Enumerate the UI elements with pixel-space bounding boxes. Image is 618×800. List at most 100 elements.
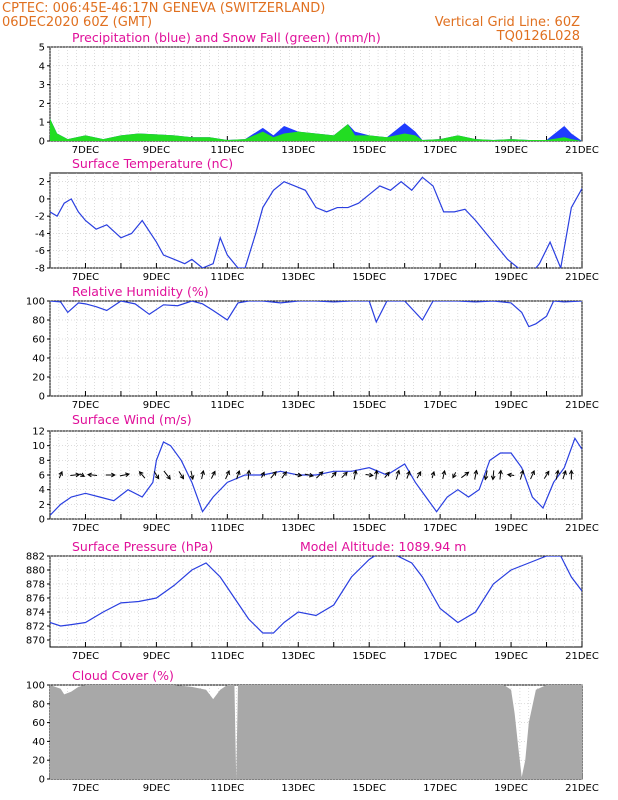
wind-vector-head bbox=[211, 470, 216, 476]
precip-ytick-label: 0 bbox=[39, 137, 45, 148]
humidity-xtick-label: 15DEC bbox=[352, 400, 386, 411]
wind-vector bbox=[270, 471, 277, 479]
wind-vector bbox=[190, 470, 194, 480]
temperature-ytick-label: -6 bbox=[35, 246, 45, 257]
wind-vector bbox=[406, 471, 411, 479]
wind-vector bbox=[88, 474, 98, 476]
wind-vector-head bbox=[368, 472, 374, 478]
wind-xtick-label: 9DEC bbox=[143, 523, 170, 534]
cloud-xtick-label: 7DEC bbox=[72, 783, 99, 794]
wind-vector-head bbox=[260, 471, 265, 477]
wind-vector-head bbox=[464, 471, 470, 477]
wind-vector-head bbox=[519, 469, 525, 475]
pressure-xtick-label: 21DEC bbox=[565, 651, 599, 662]
header-station: CPTEC: 006:45E-46:17N GENEVA (SWITZERLAN… bbox=[2, 1, 325, 16]
wind-vector-head bbox=[506, 472, 512, 478]
wind-vector-head bbox=[332, 471, 337, 477]
wind-ytick-label: 4 bbox=[39, 485, 45, 496]
wind-vector-head bbox=[562, 469, 567, 475]
humidity-xtick-label: 13DEC bbox=[281, 400, 315, 411]
wind-vector bbox=[492, 470, 495, 480]
wind-vector-head bbox=[58, 470, 63, 476]
wind-vector bbox=[416, 471, 422, 479]
wind-vector-head bbox=[483, 475, 489, 481]
pressure-xtick-label: 15DEC bbox=[352, 651, 386, 662]
pressure-ytick-label: 872 bbox=[26, 622, 45, 633]
wind-vector-head bbox=[498, 469, 503, 475]
temperature-ytick-label: 2 bbox=[39, 177, 45, 188]
pressure-xtick-label: 7DEC bbox=[72, 651, 99, 662]
wind-vector bbox=[353, 470, 357, 480]
temperature-ytick-label: 0 bbox=[39, 194, 45, 205]
wind-vector bbox=[70, 474, 80, 476]
wind-ytick-label: 12 bbox=[32, 427, 45, 438]
precip-xtick-label: 21DEC bbox=[565, 145, 599, 156]
precip-ytick-label: 2 bbox=[39, 99, 45, 110]
pressure-annotation: Model Altitude: 1089.94 m bbox=[300, 539, 466, 554]
cloud-ytick-label: 80 bbox=[32, 699, 45, 710]
wind-vector bbox=[304, 473, 314, 477]
wind-vector bbox=[474, 470, 477, 480]
wind-vector bbox=[562, 470, 567, 480]
wind-vector bbox=[499, 470, 502, 480]
wind-vector-head bbox=[530, 469, 535, 475]
cloud-xtick-label: 13DEC bbox=[281, 783, 315, 794]
wind-vector bbox=[375, 470, 378, 480]
wind-title: Surface Wind (m/s) bbox=[72, 412, 192, 427]
humidity-xtick-label: 21DEC bbox=[565, 400, 599, 411]
wind-vector-head bbox=[246, 469, 252, 475]
precip-ytick-label: 1 bbox=[39, 118, 45, 129]
temperature-ytick-label: -2 bbox=[35, 212, 45, 223]
wind-vector-head bbox=[166, 475, 171, 480]
cloud-ytick-label: 40 bbox=[32, 737, 45, 748]
humidity-ytick-label: 0 bbox=[39, 392, 45, 403]
wind-vector-head bbox=[374, 469, 379, 475]
wind-vector-head bbox=[545, 470, 550, 476]
wind-vector-head bbox=[416, 470, 422, 476]
pressure-panel: 870 872 874 876 878 880 882 7DEC 9DEC 11DEC 13DEC 1… bbox=[26, 539, 599, 662]
temperature-xtick-label: 9DEC bbox=[143, 272, 170, 283]
cloud-xtick-label: 19DEC bbox=[494, 783, 528, 794]
precip-ytick-label: 3 bbox=[39, 80, 45, 91]
wind-vector-head bbox=[343, 471, 348, 477]
humidity-xtick-label: 7DEC bbox=[72, 400, 99, 411]
humidity-series-0-line bbox=[50, 301, 582, 328]
wind-ytick-label: 10 bbox=[32, 441, 45, 452]
cloud-xtick-label: 21DEC bbox=[565, 783, 599, 794]
temperature-xtick-label: 19DEC bbox=[494, 272, 528, 283]
header-grid-line: Vertical Grid Line: 60Z bbox=[435, 15, 580, 30]
header-run-date: 06DEC2020 60Z (GMT) bbox=[2, 15, 152, 30]
wind-vector-head bbox=[189, 475, 195, 481]
pressure-xtick-label: 9DEC bbox=[143, 651, 170, 662]
wind-xtick-label: 15DEC bbox=[352, 523, 386, 534]
humidity-ytick-label: 100 bbox=[26, 297, 45, 308]
wind-xtick-label: 21DEC bbox=[565, 523, 599, 534]
wind-vector bbox=[119, 473, 130, 477]
wind-vector-head bbox=[272, 471, 277, 476]
precip-ytick-label: 5 bbox=[39, 43, 45, 54]
wind-vector-head bbox=[490, 475, 496, 481]
pressure-xtick-label: 17DEC bbox=[423, 651, 457, 662]
wind-vector bbox=[442, 470, 446, 480]
wind-panel: 0 2 4 6 8 10 12 7DEC 9DEC 11DEC 13DEC 15DEC 17DEC 19D… bbox=[32, 412, 599, 534]
wind-vector bbox=[316, 471, 324, 479]
precip-title: Precipitation (blue) and Snow Fall (gree… bbox=[72, 30, 381, 45]
wind-vector-head bbox=[395, 469, 401, 475]
wind-vector-head bbox=[154, 474, 160, 480]
wind-vector-head bbox=[80, 472, 86, 477]
wind-vector-head bbox=[318, 471, 324, 476]
wind-vector bbox=[331, 471, 337, 479]
precip-xtick-label: 9DEC bbox=[143, 145, 170, 156]
wind-vector-head bbox=[569, 469, 574, 475]
wind-vector bbox=[225, 470, 230, 480]
wind-vector-head bbox=[441, 469, 447, 475]
humidity-ytick-label: 20 bbox=[32, 373, 45, 384]
wind-vector-head bbox=[75, 472, 81, 478]
cloud-series-0-area bbox=[50, 685, 582, 779]
wind-vector bbox=[201, 470, 204, 480]
wind-vector-head bbox=[430, 470, 436, 476]
pressure-ytick-label: 870 bbox=[26, 636, 45, 647]
humidity-ytick-label: 40 bbox=[32, 354, 45, 365]
precip-frame bbox=[49, 46, 583, 142]
